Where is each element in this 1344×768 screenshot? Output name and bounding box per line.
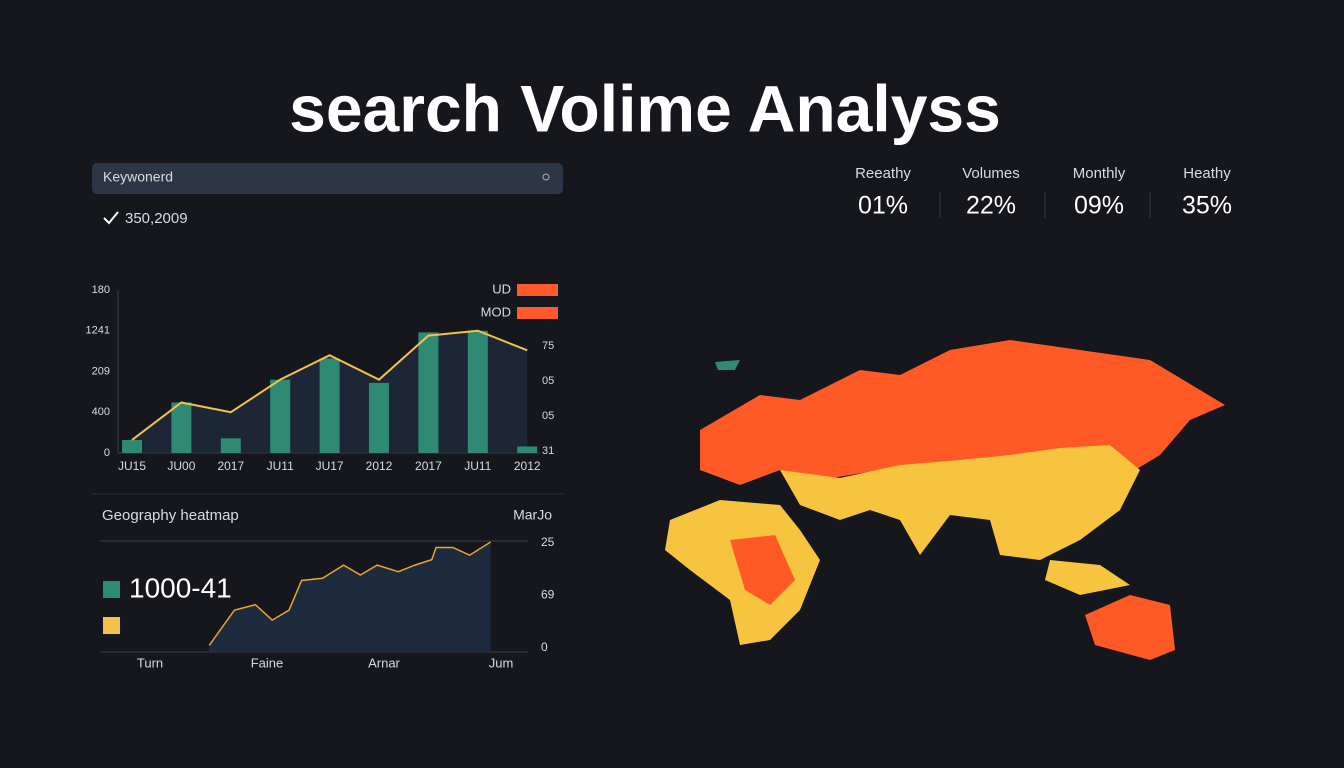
stat-label: Heathy	[1183, 165, 1231, 182]
x-tick-label: JU11	[464, 459, 491, 473]
y2-tick-label: 75	[542, 340, 554, 352]
x-tick-label: 2017	[217, 459, 244, 473]
y2-tick-label: 0	[541, 640, 548, 654]
x-tick-label: Faine	[251, 655, 284, 670]
stat-value: 35%	[1182, 192, 1232, 220]
bar	[171, 402, 192, 453]
search-icon[interactable]	[542, 173, 550, 181]
stat-label: Volumes	[962, 165, 1020, 182]
page-title: search Volime Analyss	[289, 71, 1001, 145]
map-region	[1045, 560, 1130, 595]
y-tick-label: 0	[104, 447, 110, 459]
bar	[270, 379, 291, 453]
stat-label: Reeathy	[855, 165, 911, 182]
y-tick-label: 400	[92, 406, 110, 418]
legend-swatch	[517, 284, 558, 296]
map-region	[780, 445, 1140, 560]
x-tick-label: 2012	[514, 459, 541, 473]
map-region	[730, 535, 795, 605]
stat-value: 22%	[966, 192, 1016, 220]
search-box[interactable]	[92, 163, 563, 194]
y-tick-label: 209	[92, 365, 110, 377]
world-map	[665, 340, 1225, 660]
line	[131, 329, 528, 441]
y2-tick-label: 69	[541, 588, 555, 602]
x-tick-label: Jum	[489, 655, 514, 670]
y2-tick-label: 05	[542, 375, 554, 387]
y-tick-label: 180	[92, 284, 110, 296]
bar	[319, 358, 340, 453]
stat-value: 01%	[858, 192, 908, 220]
area	[209, 542, 491, 652]
y-tick-label: 1241	[86, 325, 110, 337]
legend-swatch	[517, 307, 558, 319]
x-tick-label: JU11	[267, 459, 294, 473]
map-region	[715, 360, 740, 370]
legend-swatch	[103, 617, 120, 634]
check-icon	[103, 211, 119, 225]
y2-tick-label: 31	[542, 445, 554, 457]
line	[208, 541, 491, 646]
legend-title: MarJo	[513, 507, 552, 523]
bar	[369, 382, 389, 453]
search-result: 350,2009	[125, 210, 188, 227]
map-region	[1085, 595, 1175, 660]
legend-swatch	[103, 581, 120, 598]
x-tick-label: 2012	[366, 459, 393, 473]
x-tick-label: JU17	[316, 459, 344, 473]
bar	[418, 332, 439, 453]
bar	[220, 438, 241, 453]
stat-label: Monthly	[1073, 165, 1126, 182]
search-placeholder: Keywonerd	[103, 169, 173, 185]
legend-label: MOD	[481, 304, 511, 319]
y2-tick-label: 25	[541, 535, 555, 549]
x-tick-label: Turn	[137, 655, 163, 670]
map-region	[700, 340, 1225, 485]
x-tick-label: Arnar	[368, 655, 400, 670]
bar	[467, 330, 488, 453]
legend-label: 1000-41	[129, 572, 232, 603]
x-tick-label: JU15	[118, 459, 146, 473]
x-tick-label: JU00	[167, 459, 195, 473]
bar	[122, 439, 142, 453]
y2-tick-label: 05	[542, 410, 554, 422]
stat-value: 09%	[1074, 192, 1124, 220]
legend-label: UD	[492, 281, 511, 296]
bar	[517, 446, 538, 453]
x-tick-label: 2017	[415, 459, 442, 473]
chart-title: Geography heatmap	[102, 507, 239, 524]
